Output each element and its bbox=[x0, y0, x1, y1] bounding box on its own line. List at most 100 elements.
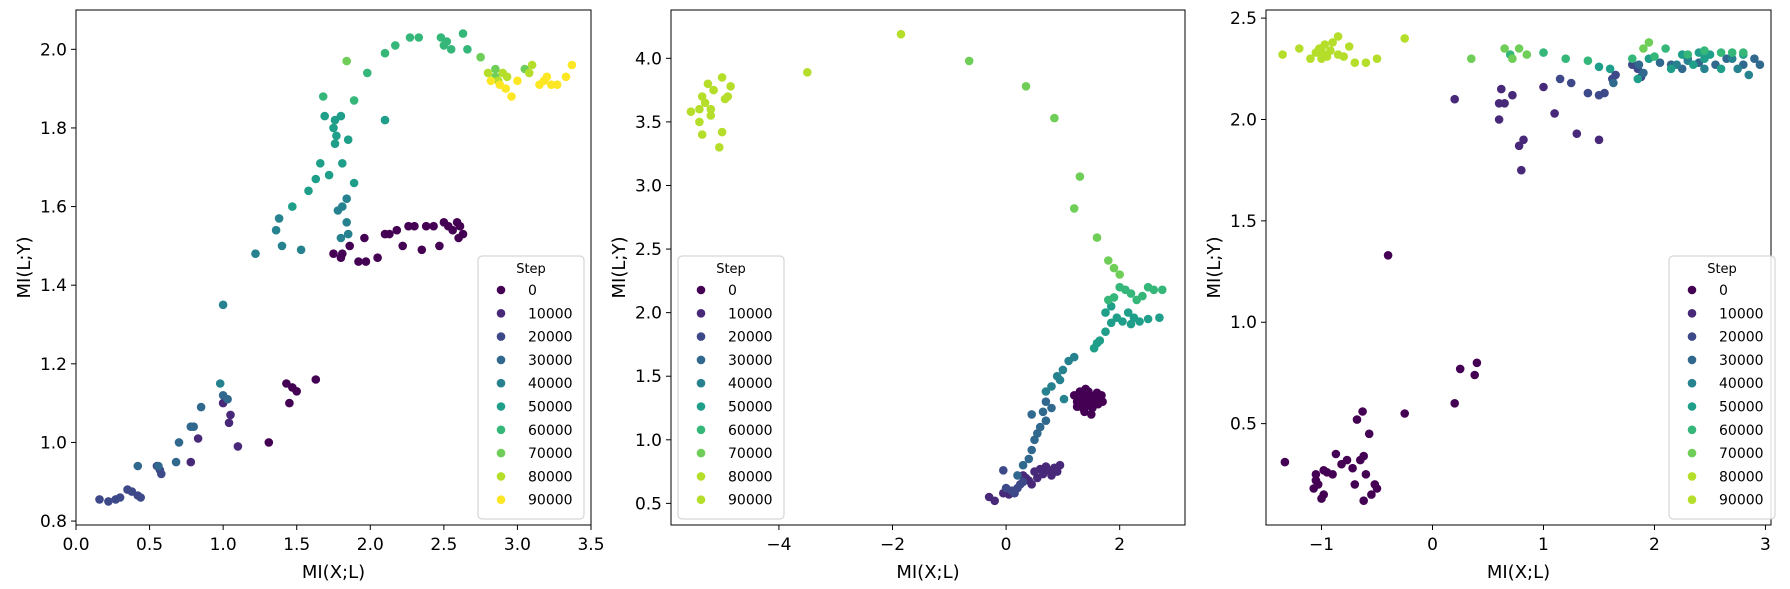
point-step-0 bbox=[1470, 370, 1479, 380]
point-step-40000 bbox=[1744, 70, 1754, 80]
legend-entry-label: 20000 bbox=[528, 330, 573, 346]
legend-entry-label: 70000 bbox=[728, 446, 773, 462]
x-tick-label: 3.5 bbox=[577, 535, 604, 555]
y-tick-label: 1.8 bbox=[40, 119, 67, 139]
legend-marker bbox=[1687, 448, 1697, 458]
point-step-0 bbox=[361, 257, 371, 266]
point-step-60000 bbox=[1650, 52, 1659, 61]
point-step-90000 bbox=[706, 111, 716, 120]
legend-entry-label: 30000 bbox=[728, 353, 773, 369]
point-step-0 bbox=[417, 245, 427, 255]
legend-entry-label: 10000 bbox=[1719, 306, 1764, 322]
point-step-80000 bbox=[1328, 38, 1337, 47]
y-tick-label: 2.0 bbox=[635, 304, 662, 324]
legend-entry-label: 30000 bbox=[528, 353, 573, 369]
legend-marker bbox=[496, 332, 506, 341]
point-step-50000 bbox=[1123, 308, 1133, 317]
legend-marker bbox=[1687, 332, 1697, 341]
y-tick-label: 1.0 bbox=[40, 433, 67, 453]
point-step-40000 bbox=[1727, 54, 1737, 63]
point-step-0 bbox=[1352, 415, 1362, 424]
point-step-0 bbox=[354, 257, 363, 266]
point-step-70000 bbox=[1115, 270, 1124, 279]
point-step-60000 bbox=[363, 68, 372, 78]
legend-marker bbox=[496, 355, 506, 365]
point-step-0 bbox=[292, 387, 302, 396]
point-step-70000 bbox=[1508, 54, 1517, 63]
point-step-30000 bbox=[1027, 445, 1036, 455]
point-step-10000 bbox=[226, 410, 235, 420]
point-step-50000 bbox=[1101, 308, 1110, 317]
point-step-20000 bbox=[1555, 74, 1565, 84]
point-step-0 bbox=[448, 225, 458, 235]
point-step-10000 bbox=[1500, 99, 1509, 108]
point-step-40000 bbox=[1055, 375, 1065, 385]
point-step-50000 bbox=[316, 159, 325, 168]
point-step-20000 bbox=[1001, 483, 1011, 493]
point-step-80000 bbox=[1278, 50, 1287, 59]
y-tick-label: 3.0 bbox=[635, 176, 662, 196]
point-step-30000 bbox=[174, 438, 184, 447]
legend-entry-label: 70000 bbox=[1719, 446, 1764, 462]
legend-entry-label: 90000 bbox=[528, 493, 573, 509]
point-step-90000 bbox=[697, 130, 707, 139]
legend-entry-label: 70000 bbox=[528, 446, 573, 462]
point-step-0 bbox=[455, 221, 465, 231]
legend-marker bbox=[696, 448, 706, 458]
point-step-0 bbox=[1313, 480, 1323, 489]
point-step-60000 bbox=[1661, 44, 1670, 53]
point-step-80000 bbox=[524, 68, 534, 78]
point-step-50000 bbox=[330, 139, 340, 148]
legend-entry-label: 20000 bbox=[1719, 330, 1764, 346]
point-step-80000 bbox=[1361, 58, 1371, 67]
legend-marker bbox=[496, 309, 506, 318]
legend-entry-label: 60000 bbox=[528, 423, 573, 439]
y-axis-label: MI(L;Y) bbox=[609, 237, 630, 299]
x-tick-label: 0.0 bbox=[62, 535, 89, 555]
point-step-0 bbox=[1364, 429, 1374, 439]
x-tick-label: 1.5 bbox=[283, 535, 310, 555]
point-step-50000 bbox=[1095, 336, 1105, 345]
point-step-20000 bbox=[1583, 88, 1593, 98]
point-step-0 bbox=[1361, 470, 1371, 479]
point-step-30000 bbox=[1041, 416, 1051, 426]
point-step-90000 bbox=[709, 85, 718, 95]
x-tick-label: −1 bbox=[1309, 535, 1334, 555]
plot-frame bbox=[670, 9, 1186, 526]
point-step-50000 bbox=[1689, 60, 1698, 69]
y-tick-label: 2.5 bbox=[1230, 9, 1257, 29]
point-step-70000 bbox=[1522, 50, 1532, 59]
point-step-0 bbox=[285, 398, 294, 408]
point-step-90000 bbox=[706, 104, 716, 114]
point-step-0 bbox=[1319, 490, 1328, 499]
point-step-30000 bbox=[223, 394, 232, 404]
point-step-90000 bbox=[1350, 58, 1360, 67]
point-step-50000 bbox=[1135, 317, 1144, 326]
point-step-30000 bbox=[1634, 60, 1644, 69]
x-tick-label: 2 bbox=[1649, 535, 1660, 555]
point-step-50000 bbox=[1143, 314, 1153, 324]
legend-title: Step bbox=[1707, 262, 1737, 277]
point-step-50000 bbox=[1716, 64, 1726, 74]
point-step-0 bbox=[1084, 387, 1093, 396]
point-step-60000 bbox=[391, 41, 400, 50]
x-tick-label: −4 bbox=[766, 535, 791, 555]
legend-marker bbox=[696, 378, 706, 388]
y-tick-label: 1.6 bbox=[40, 198, 67, 218]
point-step-0 bbox=[1328, 470, 1337, 479]
point-step-40000 bbox=[1700, 64, 1709, 74]
point-step-80000 bbox=[1344, 42, 1354, 51]
legend-marker bbox=[496, 402, 506, 411]
point-step-60000 bbox=[442, 37, 452, 46]
point-step-70000 bbox=[1092, 233, 1102, 242]
point-step-70000 bbox=[1109, 263, 1119, 273]
scatter-points bbox=[95, 29, 577, 506]
point-step-60000 bbox=[1727, 48, 1737, 57]
point-step-50000 bbox=[380, 115, 390, 125]
legend-marker bbox=[1687, 495, 1697, 505]
point-step-80000 bbox=[483, 68, 493, 78]
point-step-0 bbox=[329, 249, 338, 258]
point-step-90000 bbox=[720, 94, 730, 104]
legend-marker bbox=[1687, 355, 1697, 365]
